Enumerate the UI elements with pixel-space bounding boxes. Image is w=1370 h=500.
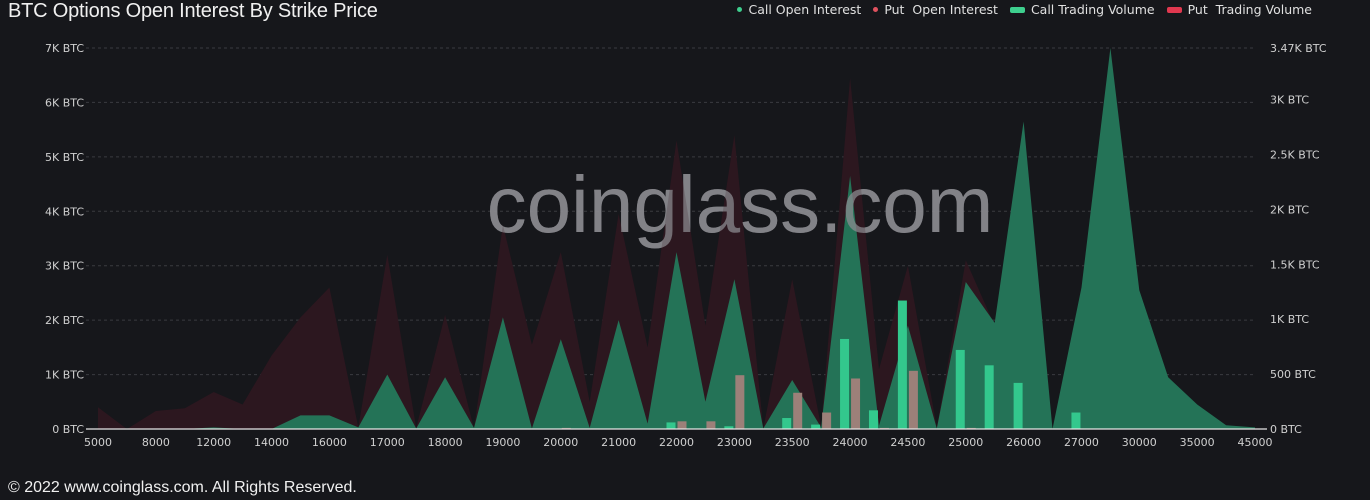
call-volume-bar[interactable] <box>897 300 907 429</box>
x-axis-tick: 24500 <box>890 436 925 449</box>
call-open-interest-area <box>98 48 1255 429</box>
x-axis-tick: 8000 <box>142 436 170 449</box>
x-axis-tick: 23500 <box>775 436 810 449</box>
y-axis-left-tick: 1K BTC <box>45 369 84 382</box>
legend-item-call-trading-volume[interactable]: Call Trading Volume <box>1009 2 1155 17</box>
watermark-overlay: coinglass.com <box>487 160 994 249</box>
y-axis-right-tick: 3K BTC <box>1270 94 1309 107</box>
y-axis-left-tick: 0 BTC <box>52 423 84 436</box>
x-axis-tick: 30000 <box>1122 436 1157 449</box>
put-volume-bar[interactable] <box>908 370 918 429</box>
x-axis-tick: 23000 <box>717 436 752 449</box>
chart-plot: 0 BTC 1K BTC 2K BTC 3K BTC 4K BTC 5K BTC 6K BT… <box>45 42 1327 449</box>
x-axis-tick: 19000 <box>485 436 520 449</box>
put-volume-bar[interactable] <box>793 392 803 429</box>
legend-dot-icon <box>737 7 743 12</box>
y-axis-right-tick: 1.5K BTC <box>1270 258 1320 271</box>
legend-dot-icon <box>873 7 879 12</box>
x-axis-tick: 16000 <box>312 436 347 449</box>
y-axis-right-tick: 500 BTC <box>1270 368 1316 381</box>
y-axis-right-tick: 2K BTC <box>1270 203 1309 216</box>
copyright-footer: © 2022 www.coinglass.com. All Rights Res… <box>8 479 357 496</box>
y-axis-left-tick: 4K BTC <box>45 205 84 218</box>
x-axis-tick: 26000 <box>1006 436 1041 449</box>
legend-rect-icon <box>1166 6 1182 13</box>
x-axis-tick: 25000 <box>948 436 983 449</box>
legend-label: Put Trading Volume <box>1187 2 1312 17</box>
y-axis-left-tick: 2K BTC <box>45 314 84 327</box>
x-axis-tick: 18000 <box>428 436 463 449</box>
legend-label: Put Open Interest <box>884 2 998 17</box>
call-volume-bar[interactable] <box>811 424 821 429</box>
y-axis-right-tick: 0 BTC <box>1270 423 1302 436</box>
call-volume-bar[interactable] <box>1013 382 1023 429</box>
y-axis-left-tick: 7K BTC <box>45 42 84 55</box>
legend-rect-icon <box>1009 6 1025 13</box>
legend-item-call-open-interest[interactable]: Call Open Interest <box>737 2 861 17</box>
y-axis-left-tick: 5K BTC <box>45 151 84 164</box>
call-volume-bar[interactable] <box>1071 412 1081 429</box>
put-volume-bar[interactable] <box>706 421 716 429</box>
legend-item-put-open-interest[interactable]: Put Open Interest <box>873 2 998 17</box>
call-volume-bar[interactable] <box>782 418 792 429</box>
x-axis-tick: 5000 <box>84 436 112 449</box>
put-volume-bar[interactable] <box>822 412 832 429</box>
y-axis-right-tick: 1K BTC <box>1270 313 1309 326</box>
x-axis-tick: 27000 <box>1064 436 1099 449</box>
y-axis-right-tick: 3.47K BTC <box>1270 42 1327 55</box>
x-axis-tick: 24000 <box>833 436 868 449</box>
x-axis-tick: 17000 <box>370 436 405 449</box>
call-volume-bar[interactable] <box>868 410 878 429</box>
x-axis-tick: 35000 <box>1180 436 1215 449</box>
call-volume-bar[interactable] <box>984 365 994 429</box>
y-axis-left-tick: 6K BTC <box>45 96 84 109</box>
call-volume-bar[interactable] <box>666 422 676 429</box>
x-axis-tick: 21000 <box>601 436 636 449</box>
put-volume-bar[interactable] <box>677 421 687 429</box>
y-axis-right-tick: 2.5K BTC <box>1270 149 1320 162</box>
call-volume-bar[interactable] <box>724 426 734 429</box>
legend-item-put-trading-volume[interactable]: Put Trading Volume <box>1166 2 1312 17</box>
legend-label: Call Open Interest <box>748 2 862 17</box>
chart-title: BTC Options Open Interest By Strike Pric… <box>8 0 378 22</box>
x-axis-tick: 20000 <box>543 436 578 449</box>
put-volume-bar[interactable] <box>851 378 861 429</box>
x-axis-tick: 14000 <box>254 436 289 449</box>
call-volume-bar[interactable] <box>955 349 965 429</box>
chart-legend: Call Open Interest Put Open Interest Call … <box>737 2 1312 17</box>
put-volume-bar[interactable] <box>735 375 745 429</box>
x-axis-tick: 45000 <box>1238 436 1273 449</box>
legend-label: Call Trading Volume <box>1030 2 1155 17</box>
y-axis-left-tick: 3K BTC <box>45 260 84 273</box>
call-volume-bar[interactable] <box>840 338 850 429</box>
x-axis-tick: 22000 <box>659 436 694 449</box>
x-axis-tick: 12000 <box>196 436 231 449</box>
